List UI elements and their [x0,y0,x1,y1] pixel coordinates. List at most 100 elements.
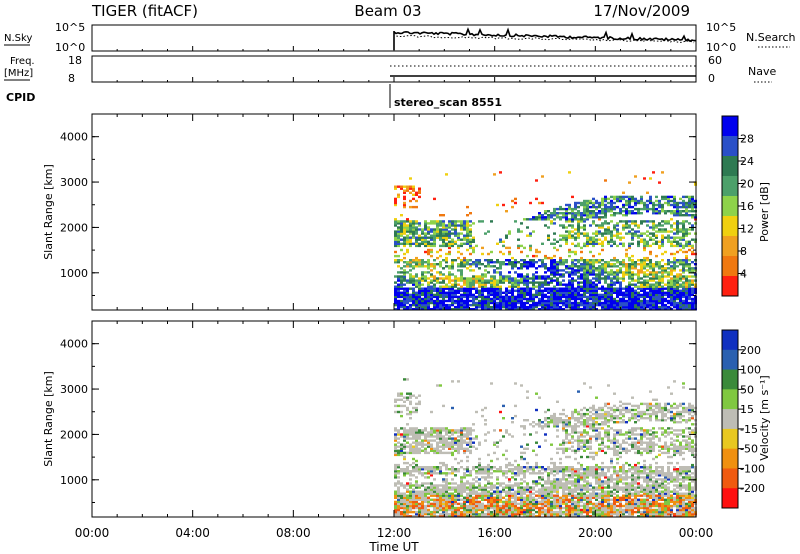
velocity-cell [502,472,505,475]
power-cell [394,242,397,245]
power-cell [556,265,559,268]
power-cell [583,242,586,245]
velocity-cell [487,431,490,434]
velocity-cell [484,406,487,410]
power-cell [610,210,613,213]
power-cell [577,283,580,286]
power-cell [634,293,637,297]
velocity-cell [526,468,529,471]
power-cell [430,222,433,225]
power-cell [595,289,598,292]
velocity-cell [469,449,472,452]
power-cell [628,269,631,272]
power-cell [427,226,430,229]
power-cell [619,236,622,239]
power-cell [532,297,535,301]
velocity-cell [427,490,430,493]
power-cell [679,212,682,215]
power-cell [502,291,505,294]
power-cell [571,267,574,270]
power-cell [646,285,649,288]
velocity-cell [574,478,577,481]
power-cell [412,261,415,264]
power-cell [628,265,631,268]
power-cell [424,236,427,239]
power-cell [439,295,442,299]
power-cell [565,220,568,223]
power-cell [625,299,628,303]
velocity-cell [502,486,505,489]
power-cell [496,285,499,288]
power-cell [595,303,598,307]
velocity-cell [418,510,421,514]
power-cell [466,303,469,307]
velocity-cell [487,504,490,508]
power-cell [532,273,535,276]
velocity-cell [409,429,412,432]
power-cell [418,281,421,284]
power-cell [583,271,586,274]
power-cell [529,259,532,262]
velocity-cell [469,472,472,475]
power-cell [574,305,577,309]
velocity-cell [427,512,430,516]
velocity-cell [397,429,400,432]
velocity-cell [397,512,400,516]
power-cell [478,295,481,299]
velocity-cell [481,468,484,471]
power-cell [649,277,652,280]
power-cell [526,285,529,288]
velocity-cell [472,504,475,508]
power-cell [457,303,460,307]
power-cell [403,287,406,290]
power-cell [655,305,658,309]
power-cell [595,308,598,311]
power-cell [604,236,607,239]
power-cell [439,291,442,294]
power-cell [517,287,520,290]
power-cell [637,226,640,229]
velocity-cell [475,435,478,438]
power-cell [691,303,694,307]
velocity-cell [415,470,418,473]
power-cell [394,289,397,292]
velocity-cell [562,472,565,475]
power-cell [397,220,400,223]
velocity-cell [496,492,499,495]
power-cell [448,289,451,292]
power-cell [658,299,661,303]
velocity-cell [547,512,550,516]
power-cell [679,305,682,309]
power-cell [583,224,586,227]
power-cell [526,308,529,311]
power-cell [535,281,538,284]
power-cell [658,305,661,309]
power-cell [613,201,616,205]
power-cell [463,222,466,225]
velocity-cell [520,508,523,512]
velocity-cell [520,478,523,481]
velocity-cell [475,480,478,483]
power-cell [466,279,469,282]
velocity-cell [412,488,415,491]
power-cell [538,293,541,297]
power-cell [442,287,445,290]
power-cell [571,291,574,294]
velocity-cell [538,506,541,510]
power-cell [664,299,667,303]
power-cell [658,222,661,225]
power-cell [433,293,436,297]
power-cell [403,295,406,299]
velocity-cell [448,506,451,510]
power-cell [562,224,565,227]
velocity-cell [538,445,541,448]
power-cell [475,287,478,290]
power-cell [571,236,574,239]
power-cell [499,297,502,301]
velocity-cell [571,510,574,514]
velocity-cell [559,484,562,487]
power-cell [652,289,655,292]
power-cell [589,236,592,239]
cpid-label: CPID [6,91,35,104]
velocity-cell [544,410,547,414]
